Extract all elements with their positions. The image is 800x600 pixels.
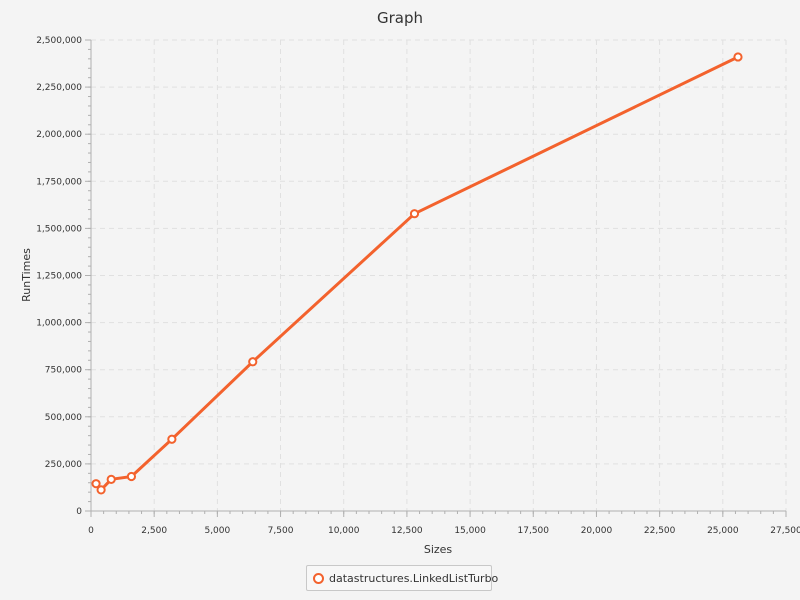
y-tick-label: 1,750,000 (36, 177, 82, 187)
x-tick-label: 25,000 (707, 526, 739, 536)
x-tick-label: 5,000 (204, 526, 230, 536)
x-tick-label: 0 (88, 526, 94, 536)
data-point (248, 357, 258, 367)
legend-series-label: datastructures.LinkedListTurbo (329, 571, 499, 585)
series-line (94, 55, 740, 492)
data-point (106, 474, 116, 484)
data-point (91, 479, 101, 489)
y-tick-label: 1,000,000 (36, 319, 82, 329)
x-tick-label: 27,500 (770, 526, 800, 536)
data-point (167, 434, 177, 444)
legend-series-symbol (313, 572, 324, 584)
data-point (96, 485, 106, 495)
y-tick-label: 500,000 (45, 413, 82, 423)
y-tick-label: 2,500,000 (36, 36, 82, 46)
y-tick-label: 1,250,000 (36, 272, 82, 282)
data-point (733, 52, 743, 62)
y-tick-label: 750,000 (45, 366, 82, 376)
x-tick-label: 22,500 (644, 526, 676, 536)
x-tick-label: 7,500 (268, 526, 294, 536)
chart-title: Graph (377, 9, 423, 27)
x-tick-label: 15,000 (454, 526, 486, 536)
y-tick-label: 0 (76, 507, 82, 517)
legend: datastructures.LinkedListTurbo (306, 565, 498, 591)
axes: 0 2,500 5,000 7,500 10,000 12,500 15,000 17,500… (36, 36, 800, 536)
series-layer (91, 52, 743, 495)
x-tick-label: 10,000 (328, 526, 360, 536)
x-tick-label: 2,500 (141, 526, 167, 536)
y-tick-label: 2,250,000 (36, 83, 82, 93)
data-point (126, 471, 137, 482)
y-tick-label: 250,000 (45, 460, 82, 470)
data-point (409, 209, 420, 219)
grid (91, 39, 787, 511)
x-tick-label: 12,500 (391, 526, 423, 536)
x-tick-label: 17,500 (518, 526, 550, 536)
x-tick-label: 20,000 (581, 526, 613, 536)
y-axis-label: RunTimes (20, 248, 33, 302)
y-tick-label: 1,500,000 (36, 224, 82, 234)
x-axis-label: Sizes (424, 543, 453, 556)
y-tick-label: 2,000,000 (36, 130, 82, 140)
